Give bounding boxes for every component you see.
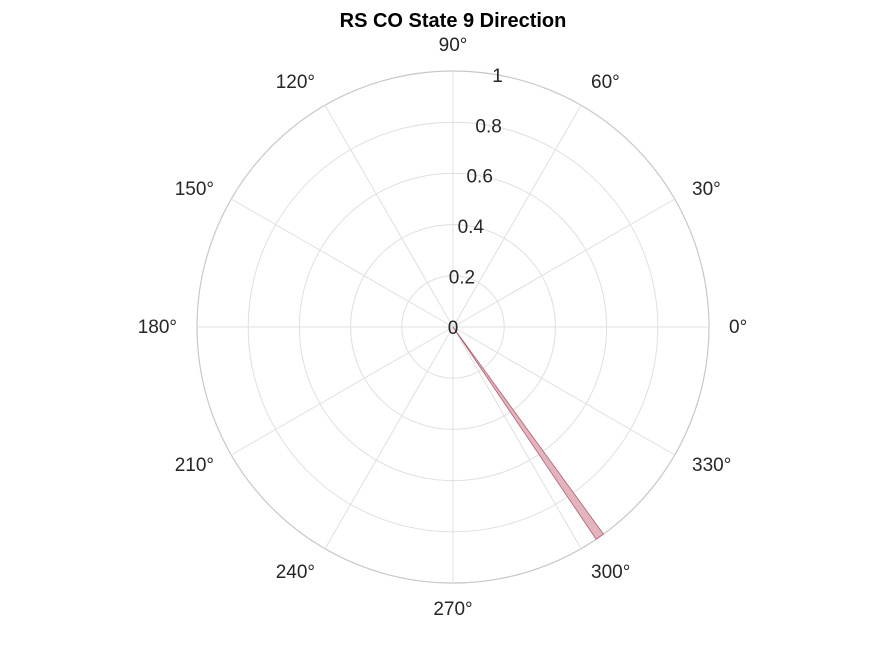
histogram-bar: [452, 326, 604, 540]
tick-labels: 0° 30° 60° 90° 120° 150° 180° 210° 240° 270° 300° 3…: [138, 35, 747, 620]
angular-tick-label: 60°: [591, 72, 620, 93]
radial-tick-label: 0.8: [475, 116, 501, 137]
angular-tick-label: 90°: [439, 35, 468, 56]
angular-grid-line: [324, 105, 454, 328]
angular-grid-line: [452, 198, 675, 328]
angular-tick-label: 150°: [175, 179, 214, 200]
angular-grid-line: [452, 326, 582, 549]
angular-tick-label: 210°: [175, 455, 214, 476]
angular-grid-line: [452, 105, 582, 328]
angular-tick-label: 120°: [276, 72, 315, 93]
angular-grid-line: [231, 198, 454, 328]
radial-tick-label: 0.6: [466, 167, 492, 188]
radial-tick-label: 0: [448, 318, 459, 339]
chart-title: RS CO State 9 Direction: [340, 10, 567, 32]
angular-grid-line: [452, 326, 675, 456]
angular-tick-label: 0°: [729, 317, 747, 338]
angular-tick-label: 330°: [692, 455, 731, 476]
angular-tick-label: 180°: [138, 317, 177, 338]
histogram-bars: [452, 326, 604, 540]
angular-grid-line: [231, 326, 454, 456]
radial-tick-label: 0.4: [458, 217, 485, 238]
angular-tick-label: 30°: [692, 179, 721, 200]
radial-tick-label: 1: [492, 66, 503, 87]
angular-tick-label: 270°: [433, 599, 472, 620]
angular-tick-label: 300°: [591, 562, 630, 583]
radial-tick-label: 0.2: [449, 268, 475, 289]
polar-grid: [196, 70, 710, 584]
angular-grid-line: [324, 326, 454, 549]
angular-tick-label: 240°: [276, 562, 315, 583]
